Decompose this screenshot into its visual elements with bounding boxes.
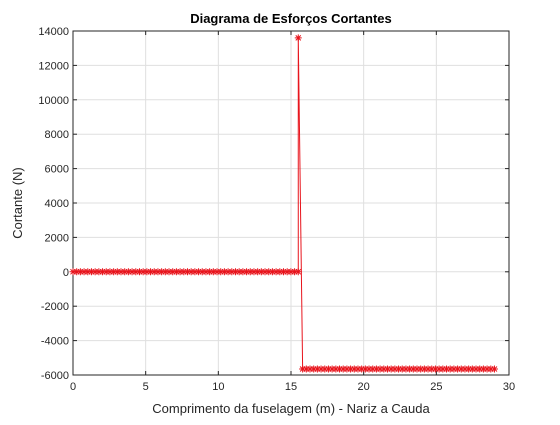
y-tick-label: 6000 — [45, 164, 69, 176]
data-point-marker — [295, 34, 302, 41]
x-tick-label: 25 — [430, 381, 442, 393]
y-tick-label: 4000 — [45, 198, 69, 210]
y-tick-label: 12000 — [38, 60, 69, 72]
y-tick-label: -6000 — [41, 370, 69, 382]
y-axis-label: Cortante (N) — [10, 167, 25, 239]
x-tick-label: 30 — [503, 381, 515, 393]
y-tick-label: 0 — [63, 267, 69, 279]
y-tick-label: 2000 — [45, 232, 69, 244]
y-tick-label: 14000 — [38, 26, 69, 38]
data-point-marker — [295, 268, 302, 275]
chart-title: Diagrama de Esforços Cortantes — [190, 11, 392, 26]
x-tick-label: 10 — [212, 381, 224, 393]
data-point-marker — [491, 365, 498, 372]
x-tick-label: 0 — [70, 381, 76, 393]
y-tick-label: -4000 — [41, 336, 69, 348]
x-tick-label: 15 — [285, 381, 297, 393]
x-tick-label: 5 — [143, 381, 149, 393]
x-axis-label: Comprimento da fuselagem (m) - Nariz a C… — [152, 401, 430, 416]
y-tick-label: 8000 — [45, 129, 69, 141]
y-tick-label: -2000 — [41, 301, 69, 313]
y-tick-label: 10000 — [38, 95, 69, 107]
x-tick-label: 20 — [358, 381, 370, 393]
